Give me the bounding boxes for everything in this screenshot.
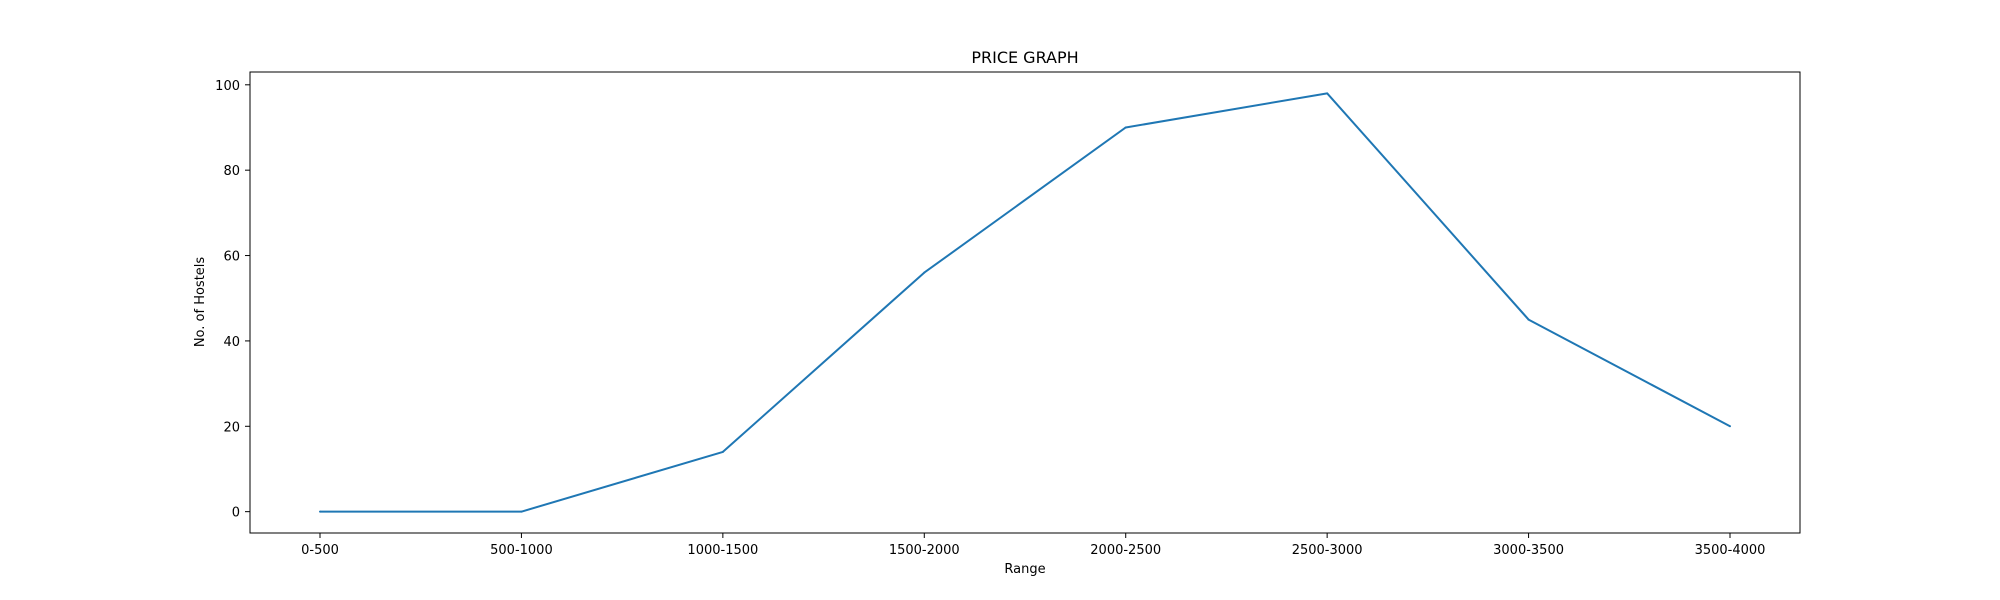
x-tick-label: 1500-2000 [889,543,960,558]
y-tick-label: 0 [232,506,240,521]
data-point [923,271,926,274]
x-tick-label: 1000-1500 [687,543,758,558]
y-axis-label: No. of Hostels [193,257,208,348]
series-line [320,92,1731,513]
data-point [721,450,724,453]
x-tick-label: 2000-2500 [1090,543,1161,558]
x-tick-label: 2500-3000 [1292,543,1363,558]
x-tick-label: 0-500 [301,543,339,558]
x-axis-label: Range [1004,562,1045,577]
data-point [1326,92,1329,95]
plot-area-frame [249,71,1801,534]
y-tick-label: 20 [223,420,240,435]
chart-title: PRICE GRAPH [971,48,1078,67]
data-point [1527,318,1530,321]
y-tick-label: 80 [223,164,240,179]
data-point [1124,126,1127,129]
y-tick-label: 40 [223,335,240,350]
x-tick-label: 500-1000 [490,543,553,558]
y-tick-label: 60 [223,250,240,265]
data-point [319,510,321,513]
y-tick-label: 100 [215,79,240,94]
x-tick-label: 3000-3500 [1493,543,1564,558]
data-point [1729,425,1731,428]
x-axis: 0-500 500-1000 1000-1500 1500-2000 2000-2500… [301,533,1765,558]
y-axis: 0 20 40 60 80 100 [215,79,250,521]
series-layer [319,92,1731,513]
data-point [520,510,523,513]
x-tick-label: 3500-4000 [1695,543,1766,558]
